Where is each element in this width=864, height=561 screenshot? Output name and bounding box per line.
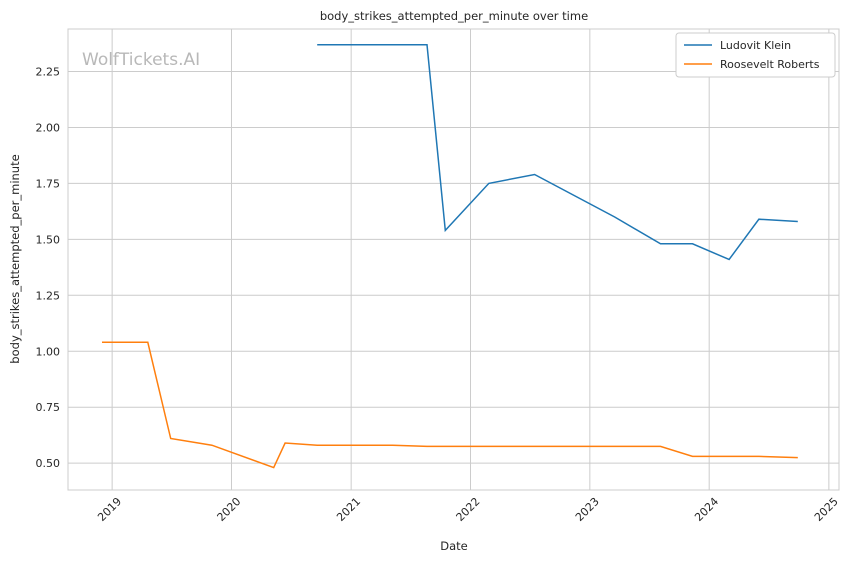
legend: Ludovit Klein Roosevelt Roberts	[675, 32, 836, 78]
y-tick-label: 1.50	[36, 233, 61, 246]
y-tick-label: 1.75	[36, 177, 61, 190]
series-lines	[102, 43, 798, 469]
watermark: WolfTickets.AI	[82, 50, 200, 70]
y-tick-label: 1.25	[36, 289, 61, 302]
y-gridlines	[68, 71, 839, 464]
series-line-roosevelt-roberts	[102, 341, 798, 469]
series-line-ludovit-klein	[317, 43, 798, 261]
y-tick-label: 2.25	[36, 66, 61, 79]
plot-background	[68, 29, 839, 490]
plot-frame	[67, 28, 840, 491]
y-tick-label: 0.50	[36, 457, 61, 470]
legend-box	[675, 32, 836, 78]
y-tick-labels: 0.50 0.75 1.00 1.25 1.50 1.75 2.00 2.25	[36, 66, 61, 471]
x-gridlines	[111, 29, 830, 490]
x-axis-label: Date	[440, 539, 468, 553]
legend-label-ludovit-klein: Ludovit Klein	[720, 39, 791, 52]
y-tick-label: 1.00	[36, 345, 61, 358]
chart-title: body_strikes_attempted_per_minute over t…	[320, 9, 588, 23]
y-tick-label: 2.00	[36, 121, 61, 134]
legend-label-roosevelt-roberts: Roosevelt Roberts	[720, 58, 820, 71]
y-tick-label: 0.75	[36, 401, 61, 414]
y-axis-label: body_strikes_attempted_per_minute	[8, 154, 22, 363]
plot-area	[67, 28, 840, 491]
